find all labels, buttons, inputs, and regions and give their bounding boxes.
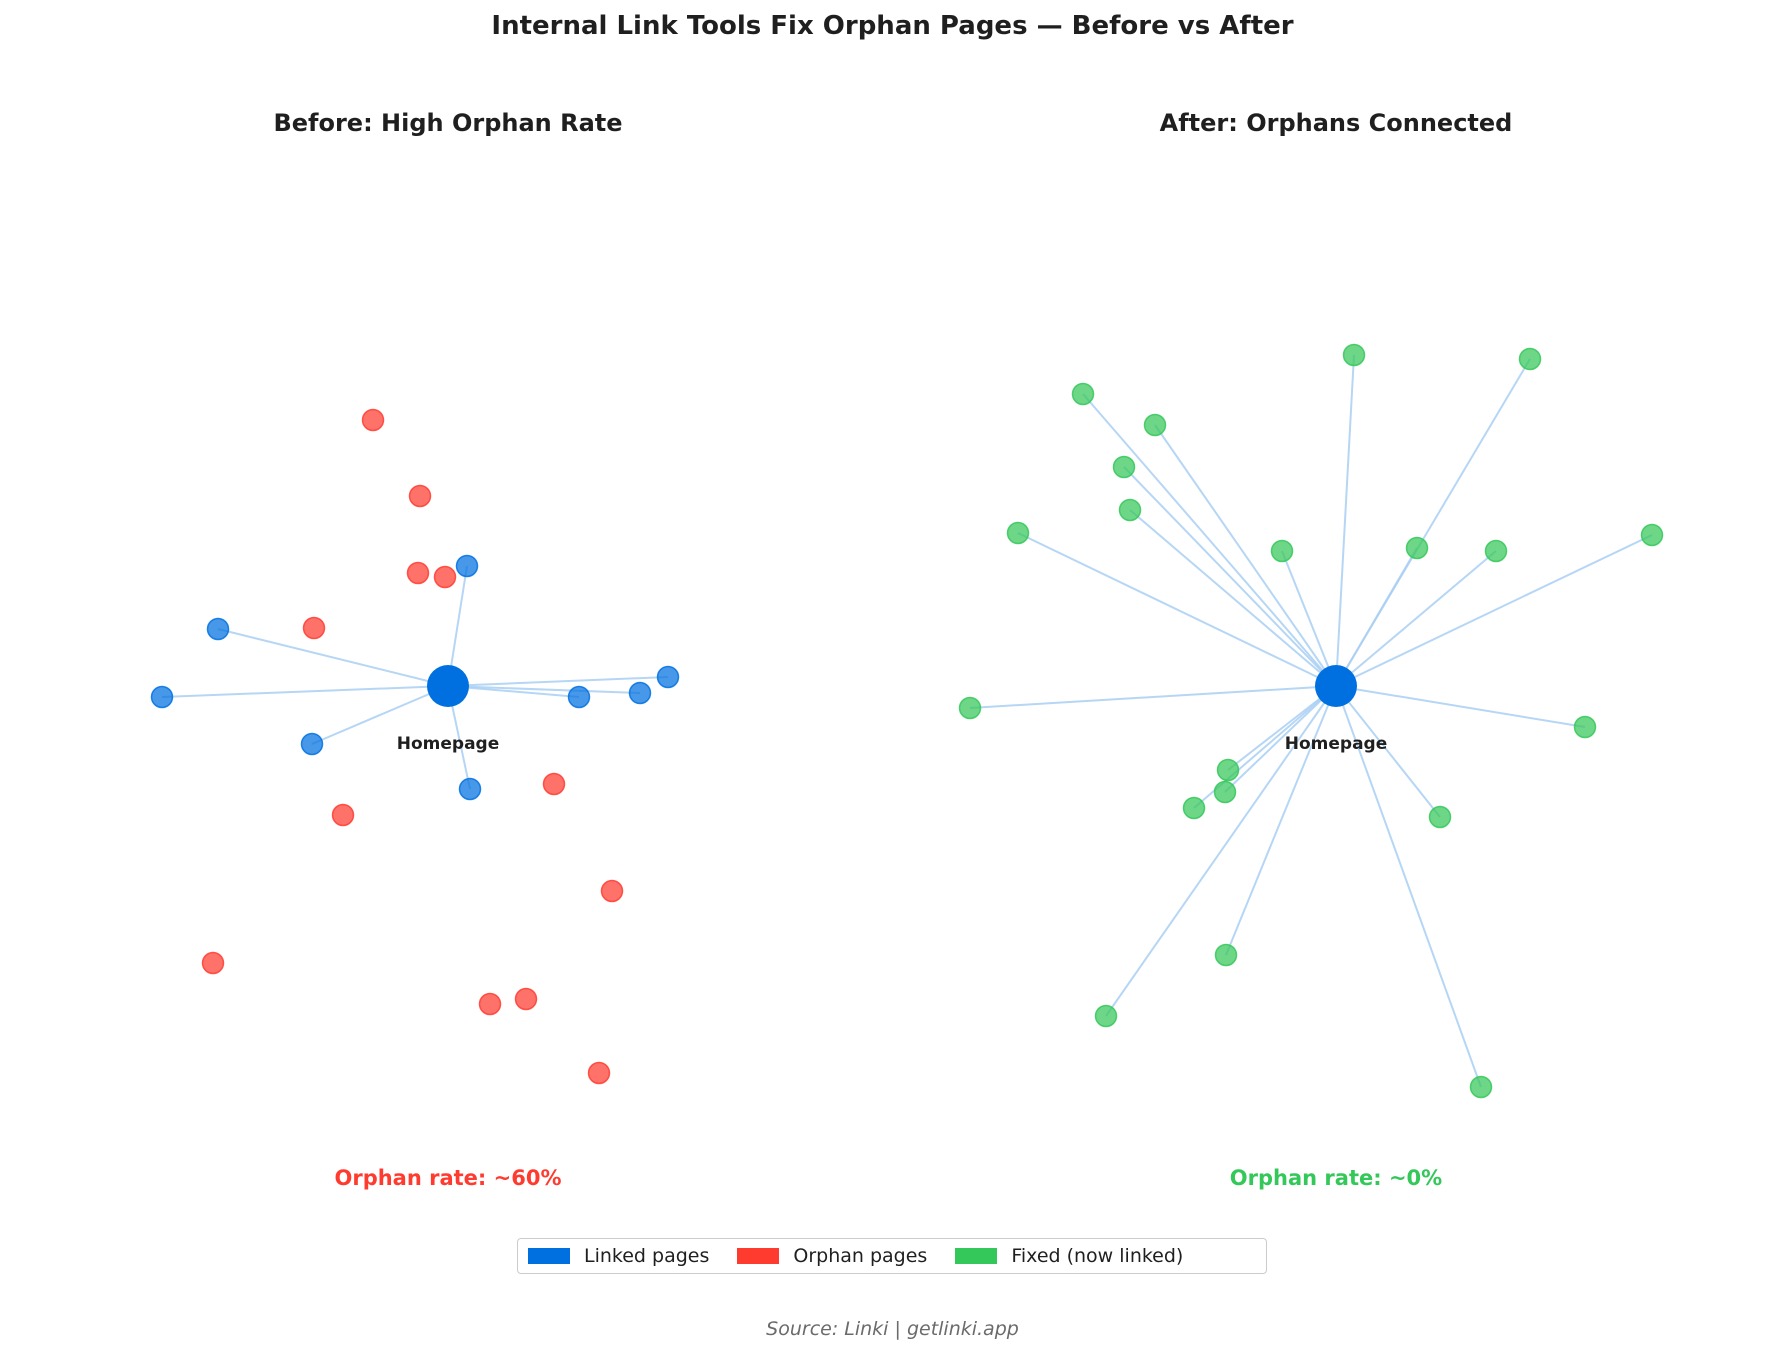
fixed-page-node: [1112, 455, 1136, 479]
link-edge: [1017, 532, 1337, 687]
link-edge: [1082, 393, 1337, 687]
legend-label: Fixed (now linked): [1011, 1245, 1184, 1267]
link-edge: [217, 628, 449, 687]
fixed-page-node: [1071, 382, 1095, 406]
link-edge: [1335, 547, 1418, 687]
fixed-page-node: [1518, 347, 1542, 371]
link-edge: [447, 676, 669, 687]
before-panel-title: Before: High Orphan Rate: [273, 109, 623, 137]
link-edge: [1335, 685, 1586, 728]
fixed-page-node: [1573, 715, 1597, 739]
orphan-page-node: [514, 987, 538, 1011]
fixed-page-node: [1006, 521, 1030, 545]
orphan-page-node: [478, 992, 502, 1016]
orphan-page-node: [331, 803, 355, 827]
link-edge: [1105, 685, 1337, 1017]
before-orphan-rate: Orphan rate: ~60%: [334, 1166, 562, 1190]
linked-page-node: [567, 685, 591, 709]
fixed-page-node: [1094, 1004, 1118, 1028]
orphan-page-node: [406, 561, 430, 585]
fixed-page-node: [1216, 758, 1240, 782]
linked-page-node: [206, 617, 230, 641]
link-edge: [1225, 685, 1337, 956]
fixed-page-node: [1428, 805, 1452, 829]
after-network-graph: [958, 343, 1664, 1099]
after-hub-label: Homepage: [1284, 734, 1388, 754]
legend-item-fixed: Fixed (now linked): [955, 1245, 1183, 1267]
fixed-page-node: [1214, 943, 1238, 967]
orphan-page-node: [302, 616, 326, 640]
linked-swatch-icon: [528, 1248, 570, 1264]
link-edge: [1335, 534, 1653, 687]
orphan-page-node: [408, 484, 432, 508]
fixed-page-node: [1484, 539, 1508, 563]
linked-page-node: [455, 554, 479, 578]
after-panel-title: After: Orphans Connected: [1159, 109, 1513, 137]
linked-page-node: [628, 681, 652, 705]
link-edge: [161, 685, 449, 698]
link-edge: [1129, 509, 1337, 687]
after-orphan-rate: Orphan rate: ~0%: [1229, 1166, 1443, 1190]
fixed-page-node: [1118, 498, 1142, 522]
fixed-page-node: [1640, 523, 1664, 547]
chart-title: Internal Link Tools Fix Orphan Pages — B…: [491, 11, 1294, 41]
linked-page-node: [300, 732, 324, 756]
orphan-page-node: [361, 408, 385, 432]
linked-page-node: [458, 777, 482, 801]
before-network-graph: [150, 408, 680, 1085]
link-edge: [1335, 685, 1441, 818]
legend-label: Orphan pages: [793, 1245, 928, 1267]
link-edge: [969, 685, 1337, 709]
link-edge: [1123, 466, 1337, 687]
legend-item-orphan: Orphan pages: [737, 1245, 927, 1267]
fixed-page-node: [1342, 343, 1366, 367]
legend-item-linked: Linked pages: [528, 1245, 709, 1267]
link-edge: [1224, 685, 1337, 793]
orphan-swatch-icon: [737, 1248, 780, 1264]
before-hub-label: Homepage: [396, 734, 500, 754]
linked-page-node: [150, 685, 174, 709]
source-note: Source: Linki | getlinki.app: [766, 1318, 1019, 1340]
fixed-page-node: [1213, 780, 1237, 804]
fixed-swatch-icon: [955, 1248, 998, 1264]
homepage-hub-node: [427, 665, 469, 707]
link-edge: [447, 685, 641, 694]
fixed-page-node: [1405, 536, 1429, 560]
fixed-page-node: [1182, 796, 1206, 820]
link-edge: [311, 685, 449, 745]
link-edge: [1335, 354, 1355, 687]
homepage-hub-node: [1315, 665, 1357, 707]
legend: Linked pages Orphan pages Fixed (now lin…: [517, 1238, 1267, 1274]
orphan-page-node: [600, 879, 624, 903]
fixed-page-node: [958, 696, 982, 720]
orphan-page-node: [542, 772, 566, 796]
link-edge: [447, 685, 580, 698]
link-edge: [1335, 685, 1482, 1088]
linked-page-node: [656, 665, 680, 689]
link-edge: [1281, 550, 1337, 687]
fixed-page-node: [1270, 539, 1294, 563]
orphan-page-node: [587, 1061, 611, 1085]
fixed-page-node: [1143, 413, 1167, 437]
link-edge: [1154, 424, 1337, 687]
link-edge: [1227, 685, 1337, 771]
fixed-page-node: [1469, 1075, 1493, 1099]
link-edge: [1335, 550, 1497, 687]
legend-label: Linked pages: [584, 1245, 710, 1267]
orphan-page-node: [433, 565, 457, 589]
orphan-page-node: [201, 951, 225, 975]
